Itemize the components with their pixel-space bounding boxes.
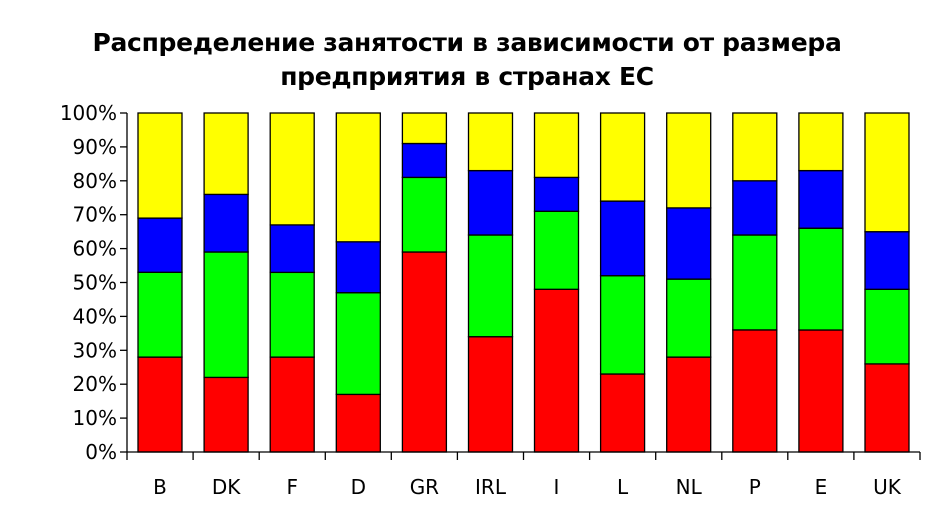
bar-segment-dk-3 <box>203 112 249 196</box>
x-tick-label-nl: NL <box>676 475 703 499</box>
bar-segment-d-3 <box>335 112 381 243</box>
bar-segment-i-0 <box>533 288 580 453</box>
bar-segment-e-2 <box>798 169 844 229</box>
bar-segment-nl-2 <box>666 207 712 280</box>
y-tick-label: 20% <box>73 372 117 396</box>
x-tick-label-gr: GR <box>410 475 439 499</box>
bar-segment-f-1 <box>269 271 315 358</box>
bar-segment-gr-1 <box>401 176 448 253</box>
bar-segment-dk-0 <box>203 376 249 453</box>
bar-segment-d-2 <box>335 241 381 294</box>
y-tick-label: 0% <box>85 440 117 464</box>
bar-segment-i-3 <box>533 112 580 179</box>
axes-layer <box>120 112 921 460</box>
y-tick-label: 100% <box>60 101 117 125</box>
bar-segment-p-3 <box>732 112 778 182</box>
labels-layer: B DK F D GR IRL I L NL P E UK 0% 10% 20% 30% 40% 50% 60% 70… <box>60 101 902 499</box>
chart-title-line-2: предприятия в странах ЕС <box>280 62 654 91</box>
bar-segment-uk-2 <box>864 231 910 290</box>
bar-segment-b-1 <box>137 271 183 358</box>
x-tick-label-dk: DK <box>212 475 241 499</box>
bar-segment-irl-3 <box>467 112 514 172</box>
x-tick-label-e: E <box>815 475 828 499</box>
y-tick-label: 40% <box>73 304 117 328</box>
bar-segment-e-3 <box>798 112 844 172</box>
bar-segment-f-2 <box>269 224 315 274</box>
chart-title: Распределение занятости в зависимости от… <box>0 26 934 94</box>
bar-segment-e-1 <box>798 227 844 331</box>
bar-segment-dk-1 <box>203 251 249 379</box>
bar-segment-l-2 <box>599 200 646 277</box>
bar-segment-f-3 <box>269 112 315 226</box>
y-tick-label: 70% <box>73 203 117 227</box>
y-tick-label: 10% <box>73 406 117 430</box>
chart-title-line-1: Распределение занятости в зависимости от… <box>92 28 842 57</box>
bar-segment-irl-2 <box>467 169 514 236</box>
bar-segment-b-0 <box>137 356 183 453</box>
x-tick-label-uk: UK <box>873 475 902 499</box>
bar-segment-p-2 <box>732 180 778 236</box>
x-tick-label-d: D <box>351 475 366 499</box>
y-tick-label: 80% <box>73 169 117 193</box>
bar-segment-p-0 <box>732 329 778 453</box>
x-tick-label-p: P <box>749 475 761 499</box>
y-tick-label: 30% <box>73 338 117 362</box>
bar-segment-dk-2 <box>203 193 249 253</box>
bar-segment-irl-0 <box>467 336 514 453</box>
x-tick-label-i: I <box>554 475 560 499</box>
bar-segment-gr-0 <box>401 251 448 453</box>
x-tick-label-f: F <box>286 475 298 499</box>
bars-layer <box>137 112 910 453</box>
bar-segment-i-1 <box>533 210 580 290</box>
x-tick-label-l: L <box>617 475 629 499</box>
bar-segment-gr-3 <box>401 112 448 145</box>
bar-segment-i-2 <box>533 176 580 212</box>
y-tick-label: 50% <box>73 271 117 295</box>
bar-segment-l-0 <box>599 373 646 453</box>
bar-segment-b-2 <box>137 217 183 273</box>
bar-segment-irl-1 <box>467 234 514 338</box>
bar-segment-uk-3 <box>864 112 910 233</box>
bar-segment-l-1 <box>599 275 646 375</box>
bar-segment-gr-2 <box>401 142 448 179</box>
x-tick-label-irl: IRL <box>475 475 507 499</box>
bar-segment-f-0 <box>269 356 315 453</box>
bar-segment-d-0 <box>335 393 381 453</box>
bar-segment-nl-0 <box>666 356 712 453</box>
bar-segment-p-1 <box>732 234 778 331</box>
bar-segment-uk-0 <box>864 363 910 453</box>
bar-segment-nl-3 <box>666 112 712 209</box>
y-tick-label: 60% <box>73 237 117 261</box>
bar-segment-e-0 <box>798 329 844 453</box>
bar-segment-uk-1 <box>864 288 910 365</box>
y-tick-label: 90% <box>73 135 117 159</box>
bar-segment-d-1 <box>335 292 381 396</box>
x-tick-label-b: B <box>153 475 167 499</box>
bar-segment-nl-1 <box>666 278 712 358</box>
bar-segment-l-3 <box>599 112 646 202</box>
bar-segment-b-3 <box>137 112 183 219</box>
